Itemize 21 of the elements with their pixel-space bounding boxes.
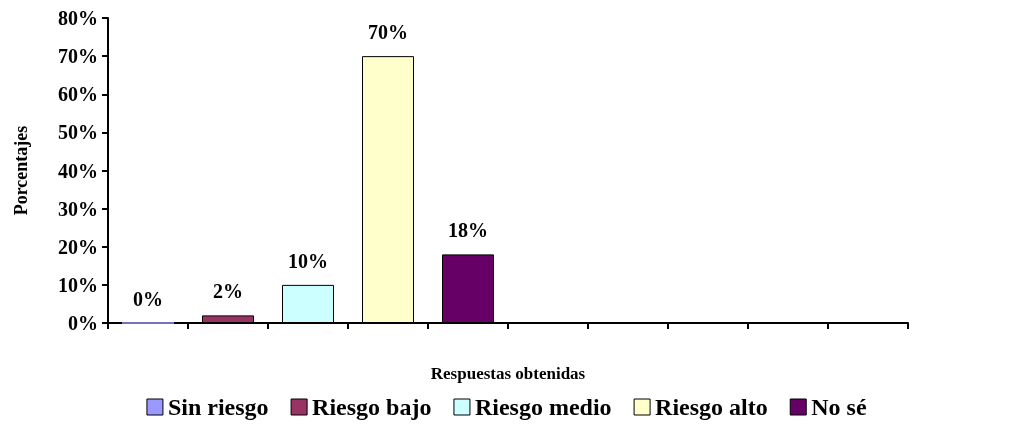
y-tick-label: 70% <box>58 45 98 68</box>
legend-label: Riesgo medio <box>474 394 612 420</box>
data-label: 2% <box>213 280 243 303</box>
x-axis-title: Respuestas obtenidas <box>430 364 586 383</box>
y-tick-label: 20% <box>58 235 98 258</box>
legend-label: Riesgo bajo <box>312 394 432 420</box>
legend-label: No sé <box>811 394 867 420</box>
legend-label: Sin riesgo <box>167 394 269 420</box>
legend-label: Riesgo alto <box>655 394 768 420</box>
data-label: 70% <box>368 21 408 44</box>
y-tick-label: 0% <box>68 312 98 334</box>
y-tick-label: 50% <box>58 121 98 144</box>
y-tick-label: 40% <box>58 159 98 182</box>
data-label: 10% <box>288 249 328 272</box>
data-label: 18% <box>448 219 488 242</box>
y-tick-label: 10% <box>58 273 98 296</box>
data-label: 0% <box>133 287 163 310</box>
y-tick-label: 80% <box>58 7 98 29</box>
y-tick-label: 30% <box>58 197 98 220</box>
y-tick-label: 60% <box>58 83 98 106</box>
y-axis-title: Porcentajes <box>11 125 31 216</box>
